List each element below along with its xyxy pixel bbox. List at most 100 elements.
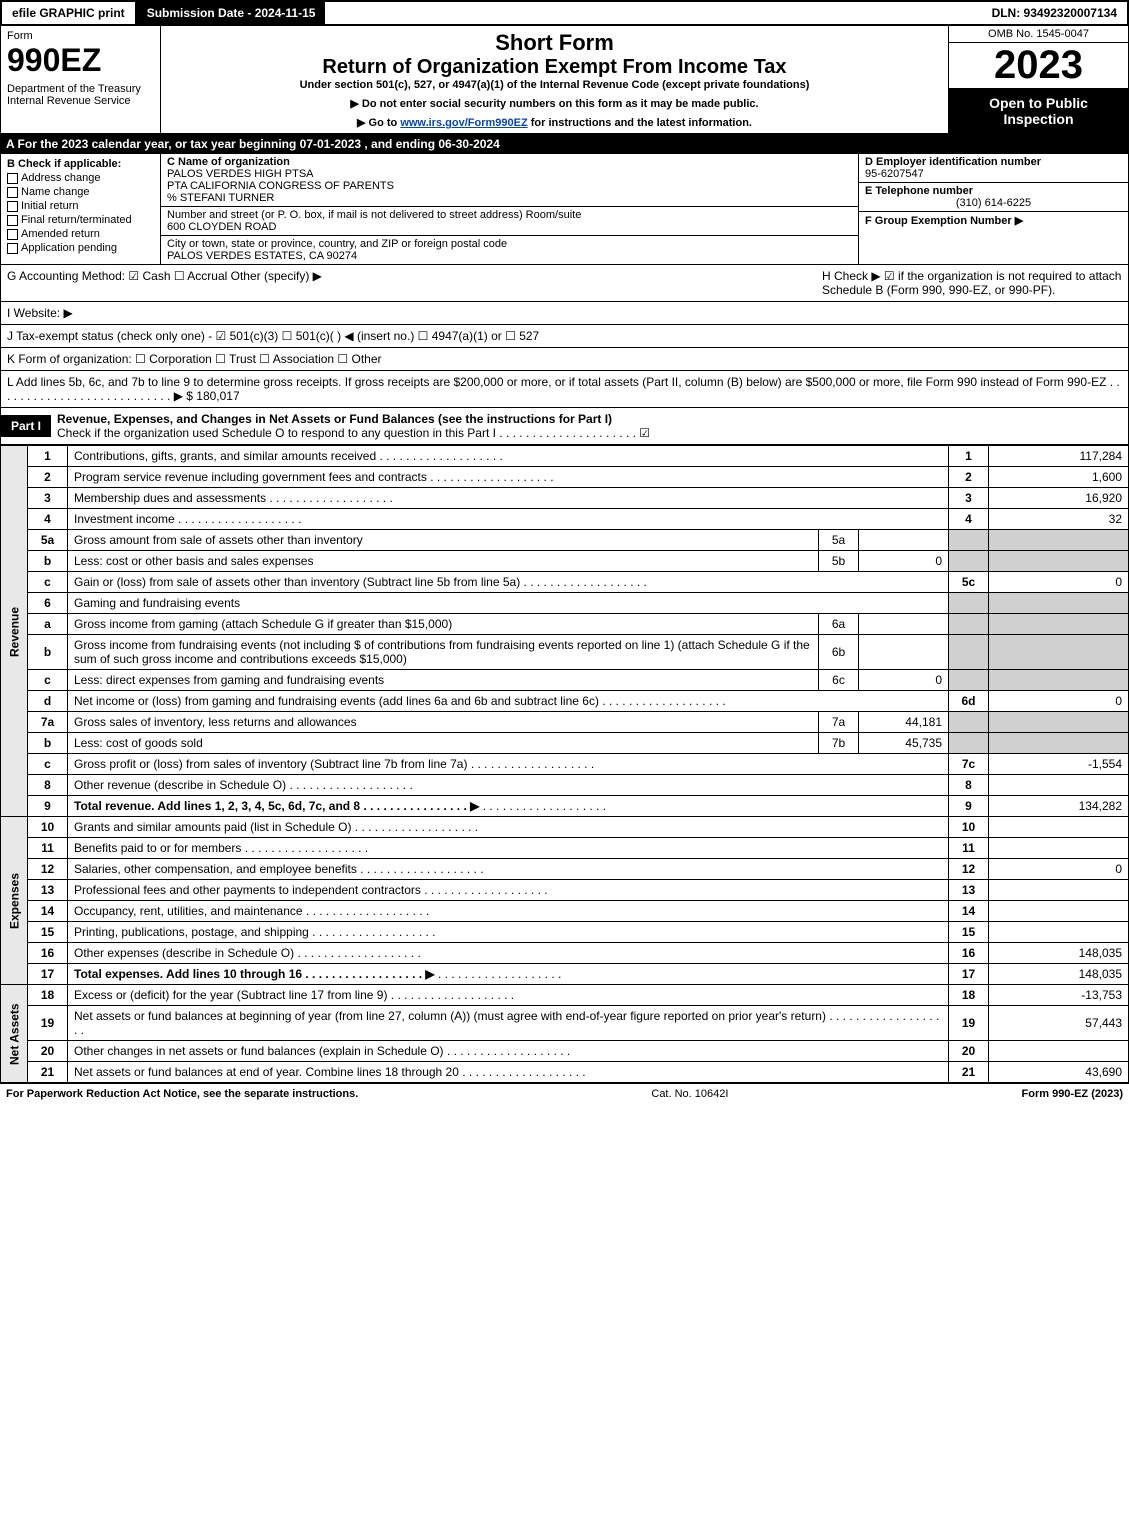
line-number: 13 [28, 880, 68, 901]
line-number: 12 [28, 859, 68, 880]
value [989, 901, 1129, 922]
line-number: b [28, 551, 68, 572]
top-bar: efile GRAPHIC print Submission Date - 20… [0, 0, 1129, 26]
chk-initial[interactable]: Initial return [7, 200, 154, 212]
mid-value: 44,181 [859, 712, 949, 733]
chk-final[interactable]: Final return/terminated [7, 214, 154, 226]
line-number: 20 [28, 1041, 68, 1062]
value: 1,600 [989, 467, 1129, 488]
line-h: H Check ▶ ☑ if the organization is not r… [822, 269, 1122, 297]
table-row: 14Occupancy, rent, utilities, and mainte… [1, 901, 1129, 922]
table-row: 13Professional fees and other payments t… [1, 880, 1129, 901]
value [989, 922, 1129, 943]
line-number: 18 [28, 985, 68, 1006]
value: -1,554 [989, 754, 1129, 775]
table-row: 5aGross amount from sale of assets other… [1, 530, 1129, 551]
line-number: 6 [28, 593, 68, 614]
line-text: Total revenue. Add lines 1, 2, 3, 4, 5c,… [68, 796, 949, 817]
chk-amended[interactable]: Amended return [7, 228, 154, 240]
f-label: F Group Exemption Number ▶ [865, 214, 1122, 227]
value [989, 775, 1129, 796]
table-row: Net Assets18Excess or (deficit) for the … [1, 985, 1129, 1006]
table-row: dNet income or (loss) from gaming and fu… [1, 691, 1129, 712]
part1-tag: Part I [1, 415, 51, 437]
org-name: PALOS VERDES HIGH PTSA PTA CALIFORNIA CO… [167, 168, 852, 204]
value [989, 880, 1129, 901]
phone: (310) 614-6225 [865, 197, 1122, 209]
right-number: 9 [949, 796, 989, 817]
right-number: 4 [949, 509, 989, 530]
mid-value [859, 614, 949, 635]
line-number: 9 [28, 796, 68, 817]
department: Department of the Treasury Internal Reve… [7, 83, 154, 107]
form-header: Form 990EZ Department of the Treasury In… [0, 26, 1129, 134]
line-number: 5a [28, 530, 68, 551]
subtitle: Under section 501(c), 527, or 4947(a)(1)… [167, 79, 942, 91]
table-row: 9Total revenue. Add lines 1, 2, 3, 4, 5c… [1, 796, 1129, 817]
tax-year: 2023 [949, 43, 1128, 89]
line-text: Net assets or fund balances at end of ye… [68, 1062, 949, 1083]
line-number: 15 [28, 922, 68, 943]
line-text: Grants and similar amounts paid (list in… [68, 817, 949, 838]
mid-value: 0 [859, 670, 949, 691]
org-block: B Check if applicable: Address change Na… [0, 154, 1129, 265]
value: -13,753 [989, 985, 1129, 1006]
table-row: 11Benefits paid to or for members11 [1, 838, 1129, 859]
line-text: Membership dues and assessments [68, 488, 949, 509]
col-c: C Name of organization PALOS VERDES HIGH… [161, 154, 858, 264]
right-number: 18 [949, 985, 989, 1006]
line-g-h: G Accounting Method: ☑ Cash ☐ Accrual Ot… [0, 265, 1129, 302]
line-text: Total expenses. Add lines 10 through 16 … [68, 964, 949, 985]
line-text: Salaries, other compensation, and employ… [68, 859, 949, 880]
table-row: 6Gaming and fundraising events [1, 593, 1129, 614]
efile-label[interactable]: efile GRAPHIC print [2, 2, 137, 24]
right-number: 10 [949, 817, 989, 838]
e-label: E Telephone number [865, 185, 1122, 197]
title-short-form: Short Form [167, 30, 942, 56]
irs-link[interactable]: www.irs.gov/Form990EZ [400, 117, 527, 129]
line-text: Other changes in net assets or fund bala… [68, 1041, 949, 1062]
mid-label: 7a [819, 712, 859, 733]
line-number: 14 [28, 901, 68, 922]
table-row: 16Other expenses (describe in Schedule O… [1, 943, 1129, 964]
part1-desc: Revenue, Expenses, and Changes in Net As… [57, 412, 612, 426]
table-row: 4Investment income432 [1, 509, 1129, 530]
line-text: Less: direct expenses from gaming and fu… [68, 670, 819, 691]
chk-pending[interactable]: Application pending [7, 242, 154, 254]
line-number: 7a [28, 712, 68, 733]
section-label: Net Assets [1, 985, 28, 1083]
right-number: 7c [949, 754, 989, 775]
line-text: Printing, publications, postage, and shi… [68, 922, 949, 943]
line-number: 16 [28, 943, 68, 964]
line-number: 21 [28, 1062, 68, 1083]
line-text: Net income or (loss) from gaming and fun… [68, 691, 949, 712]
mid-value [859, 635, 949, 670]
form-label: Form [7, 30, 154, 42]
line-number: 2 [28, 467, 68, 488]
mid-label: 5b [819, 551, 859, 572]
line-text: Contributions, gifts, grants, and simila… [68, 446, 949, 467]
line-text: Professional fees and other payments to … [68, 880, 949, 901]
table-row: 2Program service revenue including gover… [1, 467, 1129, 488]
chk-name[interactable]: Name change [7, 186, 154, 198]
right-number: 17 [949, 964, 989, 985]
value: 117,284 [989, 446, 1129, 467]
right-number: 15 [949, 922, 989, 943]
mid-value [859, 530, 949, 551]
right-number: 2 [949, 467, 989, 488]
line-text: Occupancy, rent, utilities, and maintena… [68, 901, 949, 922]
table-row: 15Printing, publications, postage, and s… [1, 922, 1129, 943]
value: 0 [989, 572, 1129, 593]
line-number: a [28, 614, 68, 635]
form-number: 990EZ [7, 42, 154, 79]
line-text: Benefits paid to or for members [68, 838, 949, 859]
d-label: D Employer identification number [865, 156, 1122, 168]
line-text: Other expenses (describe in Schedule O) [68, 943, 949, 964]
chk-address[interactable]: Address change [7, 172, 154, 184]
value: 32 [989, 509, 1129, 530]
line-number: 17 [28, 964, 68, 985]
mid-label: 6c [819, 670, 859, 691]
right-number: 8 [949, 775, 989, 796]
right-number: 11 [949, 838, 989, 859]
right-number: 21 [949, 1062, 989, 1083]
